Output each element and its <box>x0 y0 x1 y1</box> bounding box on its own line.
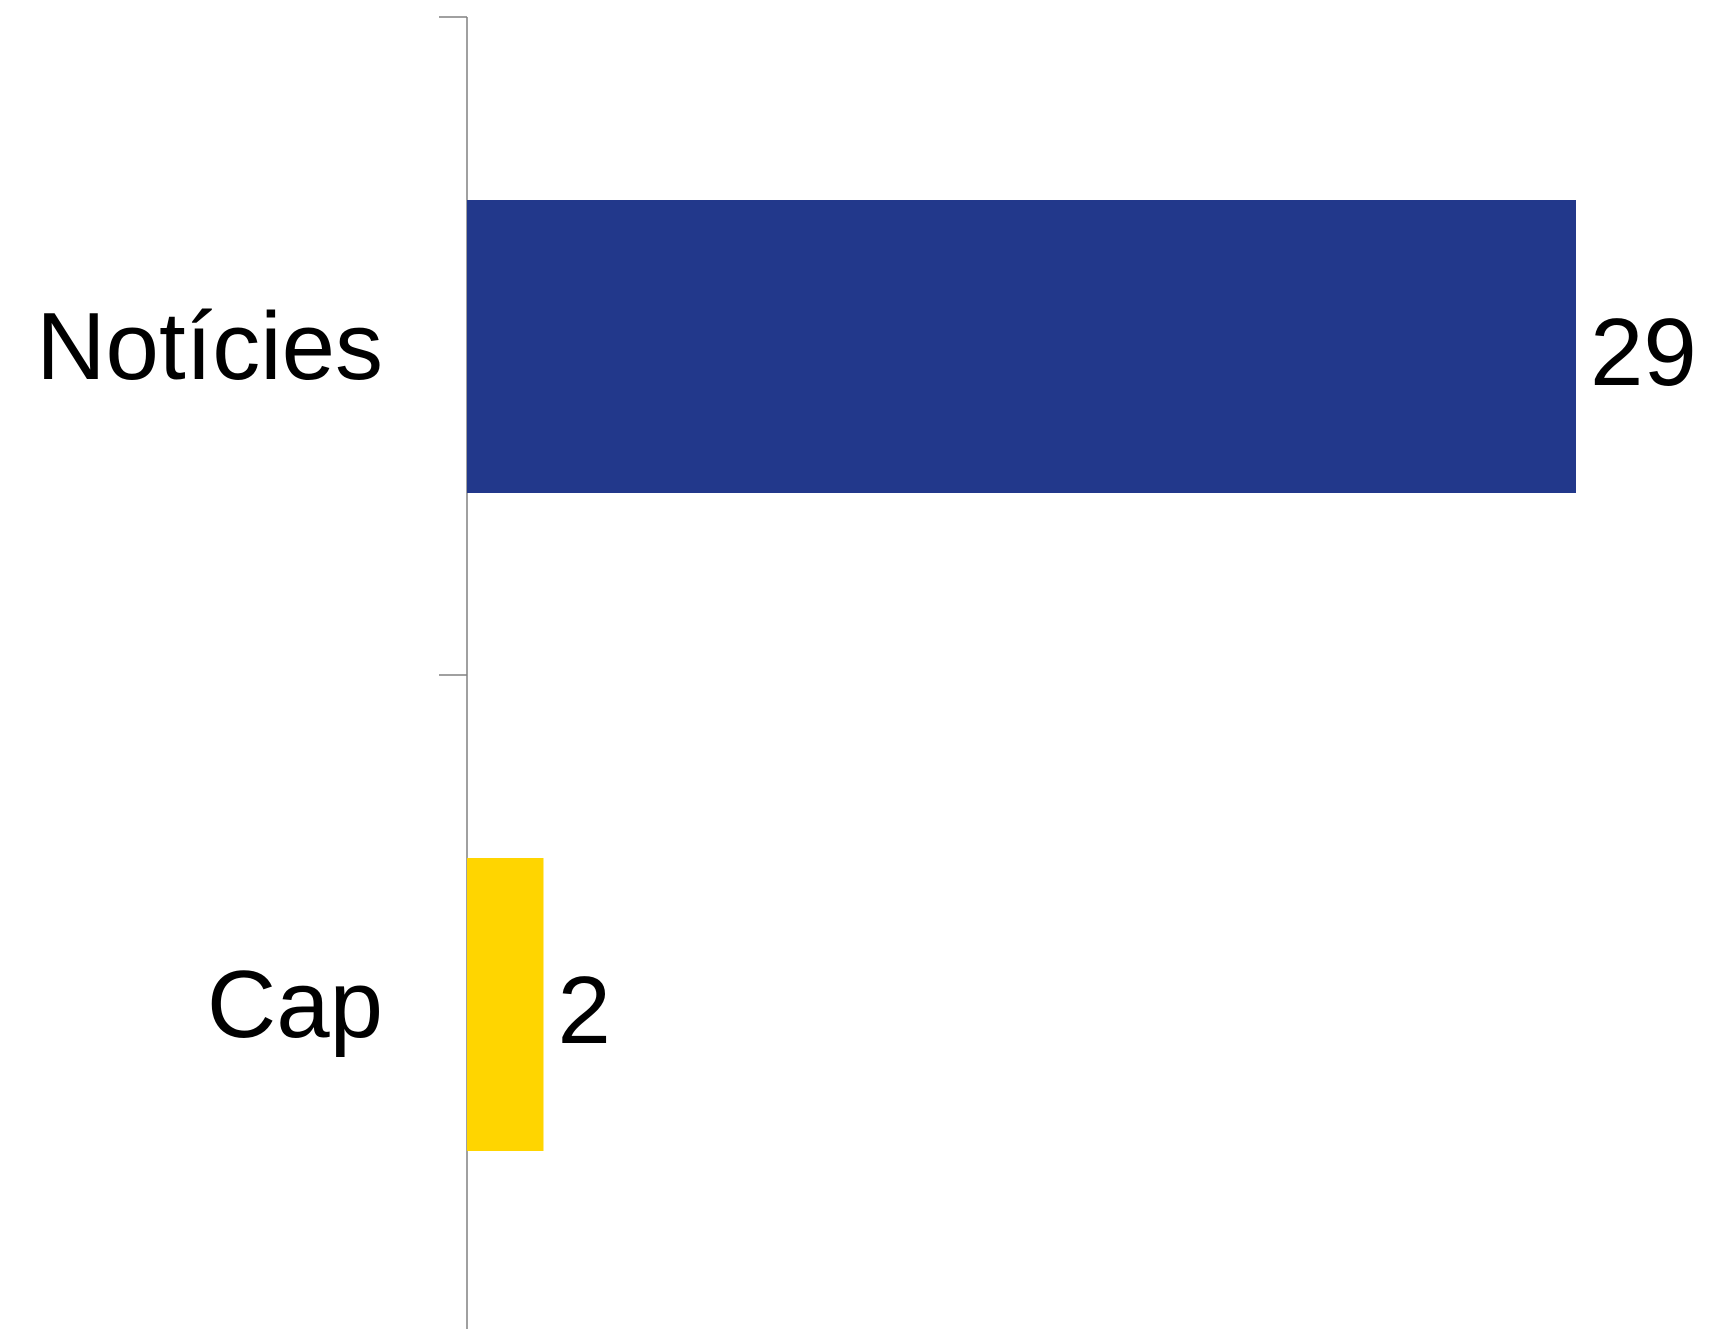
labels: Notícies 29 Cap 2 <box>36 293 1697 1064</box>
category-label: Notícies <box>36 293 383 400</box>
data-label: 29 <box>1590 299 1697 406</box>
bars <box>467 200 1576 1151</box>
bar-1 <box>467 200 1576 493</box>
category-axis <box>439 16 468 1329</box>
bar-2 <box>467 858 544 1151</box>
data-label: 2 <box>557 957 610 1064</box>
category-label: Cap <box>207 951 383 1058</box>
